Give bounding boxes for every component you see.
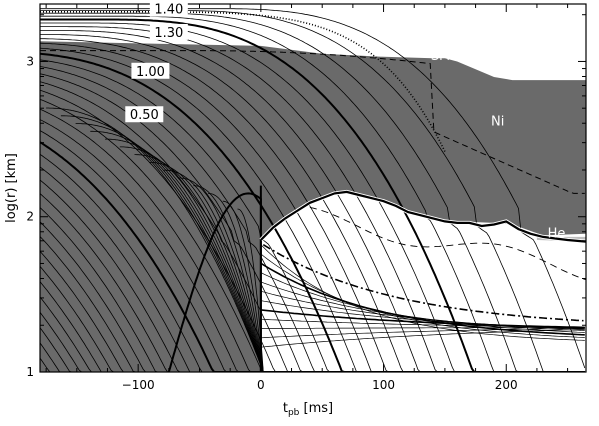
y-tick-label: 1 (26, 365, 34, 379)
region-label: Ni (491, 114, 504, 129)
mass-label-text: 0.50 (130, 108, 159, 123)
mass-label: 1.30 (149, 23, 188, 41)
mass-shell-line (40, 66, 585, 372)
region-label: Si+O (431, 49, 464, 64)
mass-label-text: 1.00 (136, 65, 165, 80)
infall-line (163, 169, 264, 372)
gray-composition-region (40, 41, 586, 372)
mass-shell-line (40, 30, 585, 372)
mass-shell-line (40, 130, 585, 372)
bounce-arc (167, 192, 262, 372)
infall-line (75, 123, 264, 372)
mass-shell-line (40, 207, 585, 372)
annotation-labels: 1.40 1.30 1.00 0.50 Si+O Ni He (125, 0, 566, 241)
mass-label: 0.50 (125, 106, 164, 123)
composition-boundary-dashed (40, 50, 585, 194)
mass-shell-line (40, 108, 585, 372)
gain-radius-line (262, 244, 584, 322)
x-tick-label: 200 (495, 378, 518, 392)
infall-line (105, 138, 264, 372)
mass-label-box (125, 106, 164, 123)
mass-shell-line (40, 15, 585, 372)
mass-shell-line (40, 12, 585, 372)
infall-line (193, 185, 264, 372)
settling-line (260, 262, 585, 336)
mass-label-box (131, 62, 170, 79)
infall-line (90, 130, 264, 372)
mass-shell-line (40, 18, 585, 372)
plot-area (40, 4, 586, 372)
settling-line (260, 309, 585, 329)
axis-ticks: −100 0 100 200 1 2 3 (26, 4, 586, 392)
y-axis-label: log(r) [km] (4, 153, 19, 223)
mass-shell-line (40, 22, 585, 372)
mass-shell-line (40, 236, 585, 372)
mass-shell-line (40, 99, 585, 372)
infall-line (208, 193, 264, 372)
mass-shell-line (40, 153, 585, 372)
settling-line (260, 327, 585, 329)
infall-line (60, 115, 264, 372)
infall-line (149, 162, 264, 372)
mass-shell-line (40, 8, 586, 369)
region-label: He (548, 226, 566, 241)
y-tick-label: 2 (26, 210, 34, 224)
x-tick-label: 100 (372, 378, 395, 392)
infall-line (237, 208, 264, 372)
mass-shell-line (40, 59, 585, 372)
mass-label-box (149, 23, 188, 40)
x-axis-label-main: t (283, 401, 288, 416)
mass-shell-line (40, 166, 585, 372)
mass-shell-layer (40, 8, 586, 372)
shock-radius-line (260, 190, 586, 243)
mass-label-text: 1.40 (154, 3, 183, 18)
settling-line (260, 318, 585, 328)
plot-frame (39, 3, 587, 373)
mass-shell-line (40, 10, 585, 372)
x-axis-label-subscript: pb (288, 408, 300, 418)
infall-line (119, 146, 264, 372)
mass-shell-line (40, 179, 585, 372)
mass-label-box (149, 0, 188, 17)
mass-shell-line (40, 141, 585, 372)
mass-shell-line (40, 42, 585, 372)
infall-line (134, 154, 264, 372)
x-axis-label: tpb [ms] (283, 401, 333, 418)
x-axis-label-unit: [ms] (299, 401, 333, 416)
mass-shell-line (40, 34, 585, 372)
mass-label: 1.00 (131, 62, 170, 80)
mass-shell-line (40, 38, 585, 372)
shell-boundary-dashed (309, 206, 586, 281)
mass-shell-line (40, 52, 585, 372)
settling-line (260, 329, 585, 348)
mass-shell-line (40, 81, 585, 372)
mass-shell-line (40, 221, 585, 372)
infall-line (46, 107, 264, 372)
x-tick-label: 0 (257, 378, 265, 392)
mass-shell-line (40, 193, 585, 372)
y-tick-label: 3 (26, 54, 34, 68)
settling-line (260, 327, 585, 339)
mass-shell-line (40, 89, 585, 372)
mass-shell-line (40, 119, 585, 372)
mass-label-text: 1.30 (154, 26, 183, 41)
curve-overlay-layer (40, 11, 586, 372)
mass-shell-line (40, 26, 585, 372)
mass-label: 1.40 (149, 0, 188, 18)
x-tick-label: −100 (122, 378, 155, 392)
